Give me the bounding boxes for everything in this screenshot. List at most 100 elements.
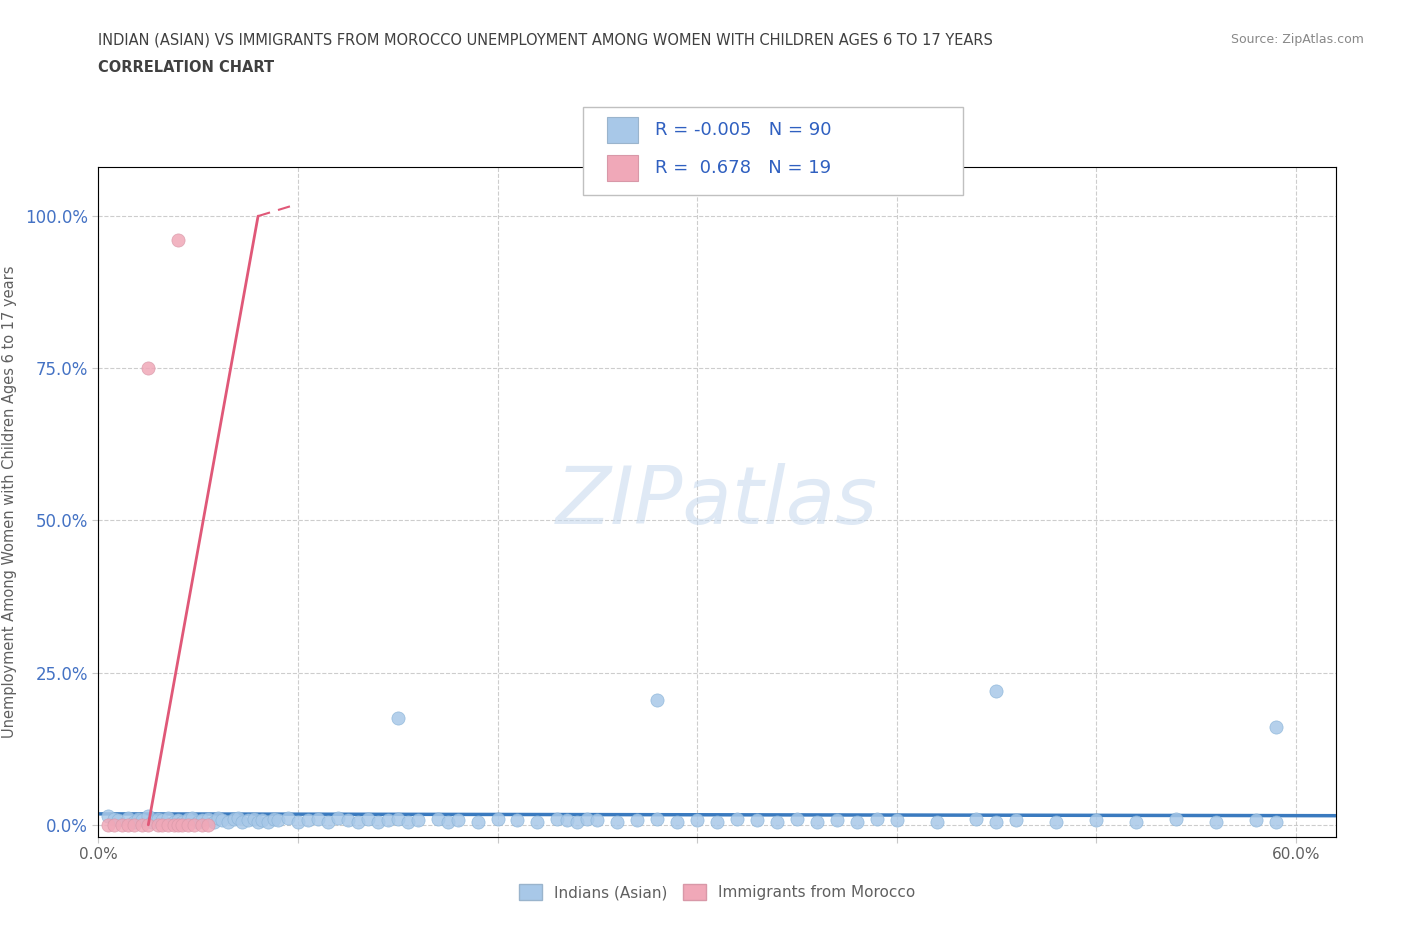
Point: [387, 811, 409, 826]
Point: [217, 815, 239, 830]
Point: [986, 684, 1008, 698]
Point: [197, 817, 219, 832]
Point: [236, 813, 259, 828]
Point: [626, 813, 648, 828]
Point: [157, 810, 180, 825]
Point: [187, 815, 209, 830]
Point: [172, 815, 194, 830]
Point: [224, 811, 246, 826]
Point: [97, 808, 120, 823]
Point: [263, 811, 285, 826]
Point: [725, 811, 748, 826]
Point: [103, 817, 125, 832]
Point: [211, 813, 233, 828]
Point: [157, 817, 180, 832]
Point: [167, 233, 190, 248]
Point: [226, 810, 249, 825]
Point: [486, 811, 509, 826]
Point: [806, 815, 828, 830]
Point: [141, 815, 163, 830]
Point: [686, 813, 709, 828]
Point: [127, 811, 149, 826]
Point: [336, 813, 359, 828]
Point: [1264, 720, 1286, 735]
Point: [131, 813, 153, 828]
Text: ZIPatlas: ZIPatlas: [555, 463, 879, 541]
Point: [1205, 815, 1227, 830]
Point: [267, 813, 290, 828]
Point: [277, 810, 299, 825]
Point: [606, 815, 628, 830]
Point: [316, 815, 339, 830]
Point: [1045, 815, 1067, 830]
Point: [163, 815, 186, 830]
Point: [181, 810, 204, 825]
Point: [307, 811, 329, 826]
Point: [297, 813, 319, 828]
Point: [150, 813, 173, 828]
Point: [645, 811, 668, 826]
Point: [426, 811, 449, 826]
Point: [986, 815, 1008, 830]
Point: [97, 817, 120, 832]
Point: [567, 815, 589, 830]
Point: [103, 811, 125, 826]
Point: [825, 813, 848, 828]
Point: [347, 815, 370, 830]
Text: INDIAN (ASIAN) VS IMMIGRANTS FROM MOROCCO UNEMPLOYMENT AMONG WOMEN WITH CHILDREN: INDIAN (ASIAN) VS IMMIGRANTS FROM MOROCC…: [98, 33, 993, 47]
Point: [124, 815, 146, 830]
Point: [257, 815, 280, 830]
Point: [107, 813, 129, 828]
Point: [1005, 813, 1028, 828]
Point: [131, 817, 153, 832]
Point: [745, 813, 768, 828]
Point: [172, 817, 194, 832]
Point: [197, 811, 219, 826]
Text: R = -0.005   N = 90: R = -0.005 N = 90: [655, 121, 832, 140]
Text: CORRELATION CHART: CORRELATION CHART: [98, 60, 274, 75]
Point: [576, 811, 599, 826]
Point: [167, 817, 190, 832]
Point: [557, 813, 579, 828]
Point: [250, 813, 273, 828]
Legend: Indians (Asian), Immigrants from Morocco: Indians (Asian), Immigrants from Morocco: [513, 878, 921, 907]
Point: [367, 815, 389, 830]
Point: [467, 815, 489, 830]
Point: [148, 817, 170, 832]
Point: [845, 815, 868, 830]
Point: [406, 813, 429, 828]
Point: [177, 817, 200, 832]
Point: [202, 815, 225, 830]
Point: [377, 813, 399, 828]
Point: [183, 817, 205, 832]
Point: [111, 817, 134, 832]
Point: [645, 693, 668, 708]
Point: [191, 817, 214, 832]
Point: [886, 813, 908, 828]
Point: [396, 815, 419, 830]
Point: [357, 811, 380, 826]
Text: R =  0.678   N = 19: R = 0.678 N = 19: [655, 159, 831, 177]
Point: [706, 815, 728, 830]
Y-axis label: Unemployment Among Women with Children Ages 6 to 17 years: Unemployment Among Women with Children A…: [1, 266, 17, 738]
Point: [526, 815, 548, 830]
Point: [1244, 813, 1267, 828]
Point: [117, 810, 139, 825]
Point: [1164, 811, 1187, 826]
Point: [163, 817, 186, 832]
Point: [167, 813, 190, 828]
Point: [191, 813, 214, 828]
Point: [326, 810, 349, 825]
Point: [666, 815, 689, 830]
Point: [546, 811, 568, 826]
Point: [1264, 815, 1286, 830]
Point: [136, 361, 159, 376]
Point: [247, 815, 270, 830]
Point: [136, 817, 159, 832]
Point: [925, 815, 948, 830]
Point: [136, 808, 159, 823]
Point: [506, 813, 529, 828]
Point: [243, 811, 266, 826]
Point: [766, 815, 789, 830]
Point: [117, 817, 139, 832]
